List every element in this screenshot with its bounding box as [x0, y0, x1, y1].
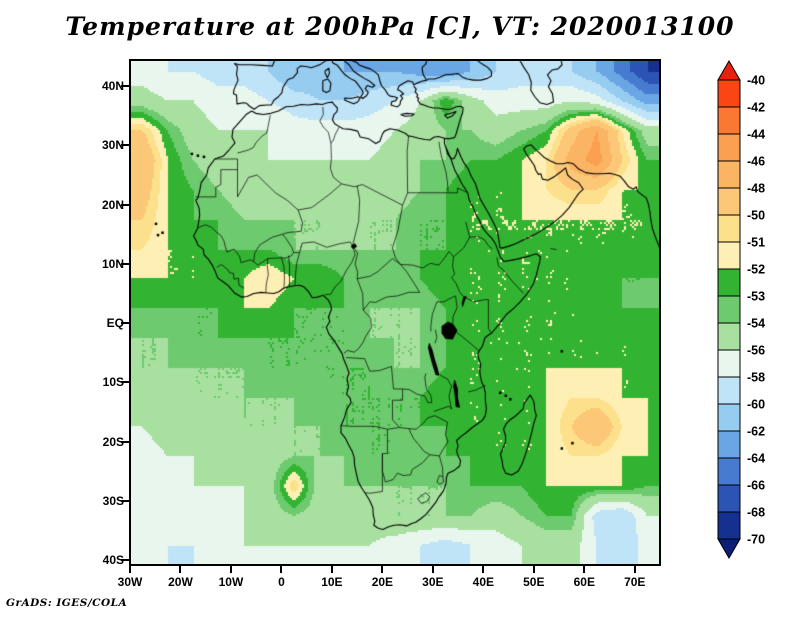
colorbar-segment: [717, 106, 741, 135]
colorbar-segment: [717, 187, 741, 216]
temperature-field-canvas: [130, 60, 660, 565]
lon-tick-label: 50E: [523, 575, 545, 589]
lat-tick-label: EQ: [106, 316, 124, 331]
lon-tick-mark: [583, 565, 586, 573]
colorbar-label: -58: [747, 371, 765, 385]
lon-tick-label: 70E: [624, 575, 646, 589]
lon-tick-mark: [280, 565, 283, 573]
colorbar-label: -42: [747, 101, 765, 115]
chart-title: Temperature at 200hPa [C], VT: 202001310…: [65, 12, 735, 41]
lon-tick-mark: [229, 565, 232, 573]
colorbar-segment: [717, 511, 741, 540]
colorbar-label: -51: [747, 236, 765, 250]
grads-credit: GrADS: IGES/COLA: [6, 597, 128, 609]
lat-tick-mark: [121, 203, 129, 206]
colorbar-label: -46: [747, 155, 765, 169]
lat-tick-label: 10S: [102, 375, 124, 390]
lon-tick-label: 20W: [168, 575, 193, 589]
lat-tick-label: 10N: [101, 256, 124, 271]
lon-tick-label: 0: [278, 575, 285, 589]
colorbar-label: -50: [747, 209, 765, 223]
lat-tick-label: 20N: [101, 197, 124, 212]
lon-tick-mark: [532, 565, 535, 573]
lat-tick-mark: [121, 440, 129, 443]
lon-tick-mark: [633, 565, 636, 573]
lon-tick-label: 20E: [371, 575, 394, 589]
colorbar-label: -54: [747, 317, 765, 331]
colorbar-label: -52: [747, 263, 765, 277]
colorbar-segment: [717, 349, 741, 378]
colorbar-segment: [717, 376, 741, 405]
colorbar-label: -56: [747, 344, 765, 358]
lat-tick-mark: [121, 559, 129, 562]
lon-tick-label: 60E: [573, 575, 595, 589]
colorbar-segment: [717, 79, 741, 108]
lon-tick-mark: [179, 565, 182, 573]
lat-tick-mark: [121, 322, 129, 325]
colorbar-segment: [717, 133, 741, 162]
colorbar-segment: [717, 457, 741, 486]
colorbar-label: -66: [747, 479, 765, 493]
lon-tick-label: 30W: [117, 575, 143, 589]
lon-tick-mark: [431, 565, 434, 573]
lon-tick-mark: [482, 565, 485, 573]
colorbar-label: -68: [747, 506, 765, 520]
colorbar-segment: [717, 268, 741, 297]
lat-tick-label: 40N: [101, 79, 124, 94]
map-panel: [129, 59, 661, 566]
colorbar-under-triangle: [717, 538, 741, 559]
lat-tick-label: 30N: [101, 138, 124, 153]
lon-tick-label: 40E: [472, 575, 494, 589]
lon-tick-mark: [129, 565, 131, 573]
colorbar-label: -40: [747, 74, 765, 88]
lon-tick-label: 10W: [218, 575, 244, 589]
lon-tick-label: 10E: [321, 575, 343, 589]
lon-tick-mark: [330, 565, 333, 573]
colorbar-label: -62: [747, 425, 765, 439]
colorbar-segment: [717, 430, 741, 459]
colorbar-segment: [717, 214, 741, 243]
lat-tick-label: 30S: [102, 493, 124, 508]
colorbar-segment: [717, 322, 741, 351]
colorbar-segment: [717, 403, 741, 432]
lat-tick-mark: [121, 499, 129, 502]
lat-tick-label: 20S: [102, 434, 124, 449]
lat-tick-mark: [121, 85, 129, 88]
lat-tick-label: 40S: [102, 553, 124, 568]
lat-tick-mark: [121, 381, 129, 384]
colorbar-segment: [717, 484, 741, 513]
colorbar-label: -48: [747, 182, 765, 196]
lon-tick-mark: [381, 565, 384, 573]
lat-tick-mark: [121, 144, 129, 147]
colorbar-legend: -40 -42 -44 -46 -48 -50 -51 -52 -53 -54 -56 -58 -60 -…: [717, 60, 765, 559]
colorbar-over-triangle: [717, 60, 741, 81]
colorbar-segment: [717, 295, 741, 324]
colorbar-label: -70: [747, 533, 765, 547]
colorbar-label: -64: [747, 452, 765, 466]
colorbar-segment: [717, 160, 741, 189]
colorbar-label: -44: [747, 128, 765, 142]
lat-tick-mark: [121, 262, 129, 265]
lon-tick-label: 30E: [422, 575, 444, 589]
colorbar-label: -53: [747, 290, 765, 304]
colorbar-segment: [717, 241, 741, 270]
colorbar-label: -60: [747, 398, 765, 412]
